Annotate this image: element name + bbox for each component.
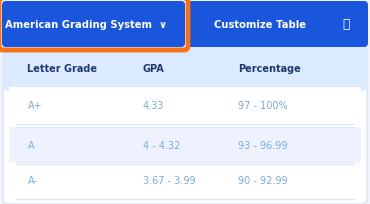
- Text: 90 - 92.99: 90 - 92.99: [238, 176, 288, 186]
- Text: Letter Grade: Letter Grade: [27, 64, 97, 74]
- FancyBboxPatch shape: [186, 2, 368, 48]
- Text: American Grading System  ∨: American Grading System ∨: [6, 20, 168, 30]
- Text: 97 - 100%: 97 - 100%: [238, 101, 288, 111]
- Text: A+: A+: [27, 101, 42, 111]
- FancyBboxPatch shape: [3, 47, 367, 204]
- Bar: [9, 162, 361, 199]
- FancyBboxPatch shape: [3, 47, 367, 92]
- Text: 93 - 96.99: 93 - 96.99: [238, 141, 287, 151]
- Text: ⧉: ⧉: [342, 18, 350, 31]
- Text: Percentage: Percentage: [238, 64, 301, 74]
- Bar: [9, 88, 361, 124]
- Bar: [9, 127, 361, 164]
- Text: 3.67 - 3.99: 3.67 - 3.99: [142, 176, 195, 186]
- Text: 4.33: 4.33: [142, 101, 164, 111]
- Text: A: A: [27, 141, 34, 151]
- Text: 4 - 4.32: 4 - 4.32: [142, 141, 180, 151]
- Text: Customize Table: Customize Table: [213, 20, 306, 30]
- Text: GPA: GPA: [142, 64, 164, 74]
- Text: A-: A-: [27, 176, 37, 186]
- FancyBboxPatch shape: [2, 2, 185, 48]
